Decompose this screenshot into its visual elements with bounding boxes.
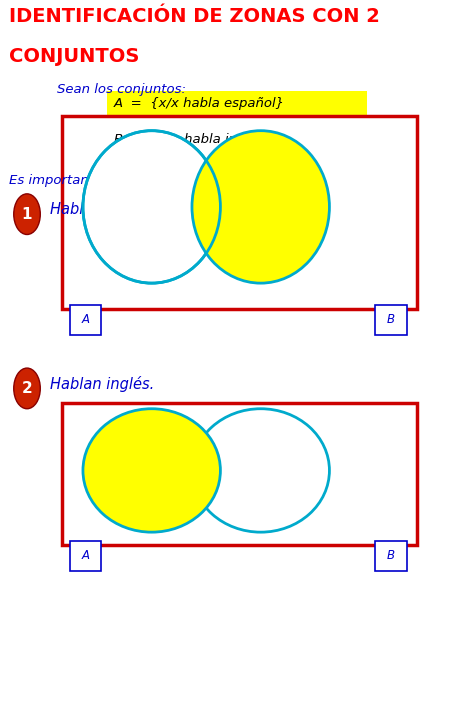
Ellipse shape [192,409,329,532]
Text: B  =  {x/x habla inglés}: B = {x/x habla inglés} [114,133,272,146]
Text: 1: 1 [22,207,32,221]
Text: Hablan inglés.: Hablan inglés. [50,376,154,392]
Ellipse shape [192,131,329,283]
Text: Sean los conjuntos:: Sean los conjuntos: [57,83,186,97]
Text: IDENTIFICACIÓN DE ZONAS CON 2: IDENTIFICACIÓN DE ZONAS CON 2 [9,7,380,26]
FancyBboxPatch shape [70,541,101,571]
Text: A: A [82,549,89,562]
FancyBboxPatch shape [70,305,101,335]
Text: Es importante identificar las siguientes zonas:: Es importante identificar las siguientes… [9,174,315,187]
FancyBboxPatch shape [375,305,407,335]
Ellipse shape [83,131,220,283]
Text: CONJUNTOS: CONJUNTOS [9,47,140,66]
Text: Hablan español.: Hablan español. [50,202,168,217]
Text: A  =  {x/x habla español}: A = {x/x habla español} [114,97,285,110]
FancyBboxPatch shape [62,403,417,544]
Ellipse shape [83,409,220,532]
Text: B: B [387,549,395,562]
Text: 2: 2 [22,381,32,396]
Circle shape [14,368,40,409]
FancyBboxPatch shape [107,91,367,129]
Text: A: A [82,313,89,326]
Circle shape [14,194,40,234]
FancyBboxPatch shape [62,116,417,309]
Text: B: B [387,313,395,326]
FancyBboxPatch shape [107,127,329,165]
FancyBboxPatch shape [375,541,407,571]
